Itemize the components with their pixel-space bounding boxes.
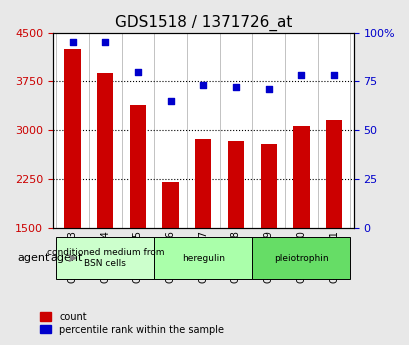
- Bar: [97, 73, 113, 228]
- Point: [167, 98, 173, 104]
- Text: heregulin: heregulin: [181, 254, 224, 263]
- Text: agent: agent: [50, 253, 82, 263]
- Point: [232, 85, 239, 90]
- Bar: [195, 139, 211, 228]
- Point: [102, 40, 108, 45]
- Bar: [130, 105, 146, 228]
- Text: conditioned medium from
BSN cells: conditioned medium from BSN cells: [46, 248, 164, 268]
- Point: [69, 40, 76, 45]
- Legend: count, percentile rank within the sample: count, percentile rank within the sample: [38, 310, 225, 337]
- FancyBboxPatch shape: [56, 237, 154, 279]
- FancyBboxPatch shape: [154, 237, 252, 279]
- Point: [134, 69, 141, 74]
- Bar: [227, 141, 244, 228]
- Point: [265, 86, 271, 92]
- Text: agent: agent: [18, 253, 50, 263]
- Point: [330, 73, 337, 78]
- Bar: [292, 126, 309, 228]
- Point: [297, 73, 304, 78]
- Bar: [162, 182, 178, 228]
- Bar: [260, 144, 276, 228]
- Bar: [64, 49, 81, 228]
- Title: GDS1518 / 1371726_at: GDS1518 / 1371726_at: [115, 15, 291, 31]
- Point: [200, 82, 206, 88]
- Text: pleiotrophin: pleiotrophin: [273, 254, 328, 263]
- FancyBboxPatch shape: [252, 237, 350, 279]
- Bar: [325, 120, 342, 228]
